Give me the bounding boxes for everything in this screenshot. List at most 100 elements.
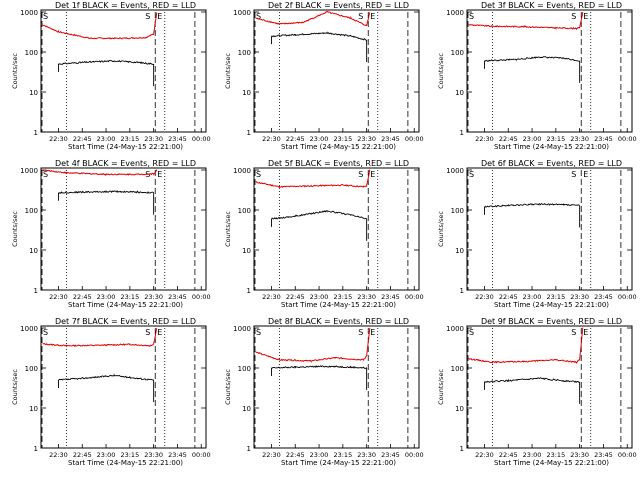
panel-title: Det 4f BLACK = Events, RED = LLD	[55, 159, 196, 168]
x-tick-label: 00:00	[618, 135, 637, 143]
x-tick-label: 22:30	[475, 451, 494, 459]
y-tick-label: 100	[451, 49, 464, 57]
x-tick-label: 23:45	[381, 293, 400, 301]
y-axis-label: Counts/sec	[437, 53, 445, 89]
x-tick-label: 00:00	[405, 135, 424, 143]
x-axis-label: Start Time (24-May-15 22:21:00)	[281, 143, 396, 151]
x-tick-label: 23:15	[333, 293, 352, 301]
end-marker-label: E	[583, 12, 588, 21]
x-tick-label: 00:00	[618, 293, 637, 301]
panel-2: Det 2f BLACK = Events, RED = LLD 1 10 100 10…	[224, 1, 424, 151]
start-marker-label: S	[256, 170, 261, 179]
start-marker-label: S	[145, 12, 150, 21]
x-tick-label: 23:15	[120, 451, 139, 459]
black-events-line	[484, 56, 580, 62]
y-tick-label: 1	[460, 287, 464, 295]
x-tick-label: 23:45	[168, 293, 187, 301]
x-tick-label: 22:30	[475, 135, 494, 143]
x-tick-label: 23:30	[144, 293, 163, 301]
y-tick-label: 10	[29, 405, 38, 413]
black-events-line	[271, 365, 367, 369]
red-lld-line	[255, 10, 371, 27]
red-lld-line	[468, 12, 584, 31]
x-axis-label: Start Time (24-May-15 22:21:00)	[68, 301, 183, 309]
panel-title: Det 9f BLACK = Events, RED = LLD	[481, 317, 622, 326]
y-tick-label: 1	[34, 287, 38, 295]
end-marker-label: E	[370, 170, 375, 179]
y-tick-label: 10	[455, 247, 464, 255]
start-marker-label: S	[571, 328, 576, 337]
y-tick-label: 10	[242, 405, 251, 413]
x-tick-label: 22:45	[73, 451, 92, 459]
y-tick-label: 1000	[446, 9, 464, 17]
black-events-line	[271, 31, 367, 41]
y-tick-label: 1000	[233, 167, 251, 175]
x-tick-label: 22:30	[262, 135, 281, 143]
black-events-line	[484, 377, 580, 384]
plot-frame	[253, 325, 420, 449]
x-tick-label: 23:00	[523, 135, 542, 143]
x-tick-label: 23:30	[357, 451, 376, 459]
y-tick-label: 1	[460, 129, 464, 137]
panel-9: Det 9f BLACK = Events, RED = LLD 1 10 100 10…	[437, 317, 637, 467]
plot-frame	[40, 9, 207, 133]
panel-title: Det 6f BLACK = Events, RED = LLD	[481, 159, 622, 168]
y-tick-label: 100	[238, 365, 251, 373]
y-tick-label: 10	[242, 89, 251, 97]
end-marker-label: E	[370, 12, 375, 21]
y-tick-label: 1	[34, 129, 38, 137]
x-tick-label: 22:45	[73, 135, 92, 143]
x-axis-label: Start Time (24-May-15 22:21:00)	[281, 301, 396, 309]
y-tick-label: 100	[451, 365, 464, 373]
y-axis-label: Counts/sec	[224, 211, 232, 247]
y-tick-label: 100	[238, 49, 251, 57]
x-tick-label: 22:45	[286, 293, 305, 301]
start-marker-label: S	[358, 328, 363, 337]
x-tick-label: 00:00	[618, 451, 637, 459]
end-marker-label: E	[157, 170, 162, 179]
panel-7: Det 7f BLACK = Events, RED = LLD 1 10 100 10…	[11, 317, 211, 467]
y-tick-label: 1000	[446, 325, 464, 333]
red-lld-line	[255, 327, 371, 363]
end-marker-label: E	[370, 328, 375, 337]
y-tick-label: 1000	[446, 167, 464, 175]
start-marker-label: S	[571, 170, 576, 179]
y-axis-label: Counts/sec	[437, 211, 445, 247]
x-tick-label: 22:45	[499, 135, 518, 143]
x-tick-label: 23:45	[168, 451, 187, 459]
y-tick-label: 100	[25, 365, 38, 373]
y-tick-label: 1000	[20, 325, 38, 333]
y-tick-label: 100	[238, 207, 251, 215]
black-events-line	[58, 60, 154, 66]
y-tick-label: 1000	[20, 167, 38, 175]
panel-title: Det 1f BLACK = Events, RED = LLD	[55, 1, 196, 10]
black-events-line	[271, 210, 367, 220]
x-tick-label: 23:15	[546, 293, 565, 301]
x-tick-label: 22:45	[286, 451, 305, 459]
y-tick-label: 10	[242, 247, 251, 255]
black-events-line	[58, 373, 154, 381]
y-tick-label: 1	[247, 287, 251, 295]
y-tick-label: 1	[34, 445, 38, 453]
plot-frame	[40, 325, 207, 449]
panel-title: Det 3f BLACK = Events, RED = LLD	[481, 1, 622, 10]
panel-8: Det 8f BLACK = Events, RED = LLD 1 10 100 10…	[224, 317, 424, 467]
start-marker-label: S	[358, 170, 363, 179]
y-axis-label: Counts/sec	[11, 53, 19, 89]
x-tick-label: 23:45	[594, 135, 613, 143]
panel-3: Det 3f BLACK = Events, RED = LLD 1 10 100 10…	[437, 1, 637, 151]
x-tick-label: 00:00	[405, 293, 424, 301]
x-tick-label: 23:30	[144, 451, 163, 459]
x-tick-label: 22:30	[49, 293, 68, 301]
x-tick-label: 23:00	[97, 293, 116, 301]
end-marker-label: E	[157, 12, 162, 21]
x-tick-label: 23:00	[310, 451, 329, 459]
x-tick-label: 23:15	[120, 293, 139, 301]
x-tick-label: 23:45	[168, 135, 187, 143]
panel-5: Det 5f BLACK = Events, RED = LLD 1 10 100 10…	[224, 159, 424, 309]
x-axis-label: Start Time (24-May-15 22:21:00)	[494, 143, 609, 151]
y-tick-label: 1000	[20, 9, 38, 17]
plot-frame	[253, 9, 420, 133]
x-axis-label: Start Time (24-May-15 22:21:00)	[68, 143, 183, 151]
